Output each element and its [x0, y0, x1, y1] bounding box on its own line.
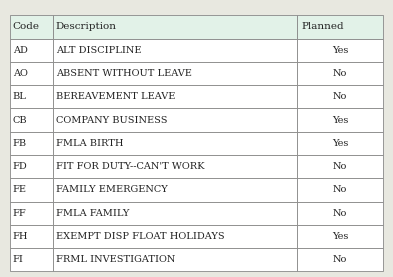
Bar	[53, 178, 297, 202]
Text: FE: FE	[13, 185, 27, 194]
Text: FMLA BIRTH: FMLA BIRTH	[56, 139, 123, 148]
Bar	[10, 132, 53, 155]
Bar	[10, 202, 53, 225]
Bar	[10, 39, 53, 62]
Bar	[10, 108, 53, 132]
Bar	[297, 132, 383, 155]
Text: COMPANY BUSINESS: COMPANY BUSINESS	[56, 116, 167, 125]
Text: FMLA FAMILY: FMLA FAMILY	[56, 209, 129, 218]
Text: FI: FI	[13, 255, 24, 264]
Text: Planned: Planned	[302, 22, 344, 31]
Bar	[297, 248, 383, 271]
Bar	[297, 85, 383, 108]
Text: No: No	[333, 185, 347, 194]
Bar	[10, 85, 53, 108]
Bar	[297, 178, 383, 202]
Bar	[297, 155, 383, 178]
Bar	[53, 248, 297, 271]
Text: FF: FF	[13, 209, 27, 218]
Text: No: No	[333, 255, 347, 264]
Bar	[53, 62, 297, 85]
Text: No: No	[333, 162, 347, 171]
Bar	[10, 248, 53, 271]
Bar	[53, 155, 297, 178]
Text: Yes: Yes	[332, 116, 349, 125]
Text: BL: BL	[13, 92, 27, 101]
Bar	[53, 39, 297, 62]
Bar	[10, 155, 53, 178]
Bar	[10, 15, 53, 39]
Bar	[10, 225, 53, 248]
Bar	[297, 15, 383, 39]
Bar	[53, 85, 297, 108]
Text: EXEMPT DISP FLOAT HOLIDAYS: EXEMPT DISP FLOAT HOLIDAYS	[56, 232, 224, 241]
Text: Yes: Yes	[332, 232, 349, 241]
Text: Description: Description	[56, 22, 117, 31]
Text: Code: Code	[13, 22, 40, 31]
Text: Yes: Yes	[332, 46, 349, 55]
Bar	[297, 225, 383, 248]
Text: FH: FH	[13, 232, 28, 241]
Text: FD: FD	[13, 162, 28, 171]
Bar	[53, 202, 297, 225]
Bar	[297, 62, 383, 85]
Bar	[53, 132, 297, 155]
Text: Yes: Yes	[332, 139, 349, 148]
Text: FRML INVESTIGATION: FRML INVESTIGATION	[56, 255, 175, 264]
Text: No: No	[333, 209, 347, 218]
Bar	[53, 225, 297, 248]
Text: CB: CB	[13, 116, 28, 125]
Bar	[53, 108, 297, 132]
Text: AO: AO	[13, 69, 28, 78]
Text: No: No	[333, 69, 347, 78]
Bar	[10, 178, 53, 202]
Bar	[53, 15, 297, 39]
Text: BEREAVEMENT LEAVE: BEREAVEMENT LEAVE	[56, 92, 175, 101]
Bar	[297, 39, 383, 62]
Text: AD: AD	[13, 46, 28, 55]
Text: No: No	[333, 92, 347, 101]
Bar	[297, 202, 383, 225]
Text: FIT FOR DUTY--CAN'T WORK: FIT FOR DUTY--CAN'T WORK	[56, 162, 204, 171]
Bar	[10, 62, 53, 85]
Bar	[297, 108, 383, 132]
Text: ABSENT WITHOUT LEAVE: ABSENT WITHOUT LEAVE	[56, 69, 192, 78]
Text: FAMILY EMERGENCY: FAMILY EMERGENCY	[56, 185, 167, 194]
Text: ALT DISCIPLINE: ALT DISCIPLINE	[56, 46, 141, 55]
Text: FB: FB	[13, 139, 27, 148]
